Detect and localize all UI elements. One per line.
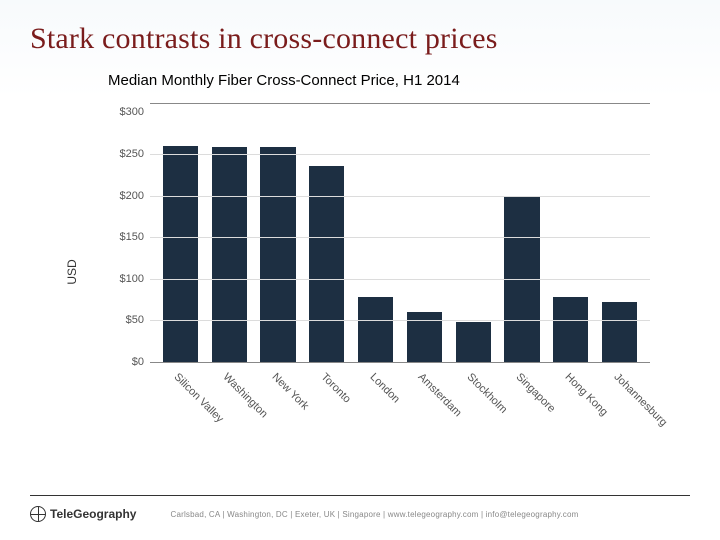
y-tick-label: $100 xyxy=(120,273,144,285)
x-label-slot: Amsterdam xyxy=(400,365,449,445)
x-label-slot: Toronto xyxy=(302,365,351,445)
bar-slot xyxy=(595,104,644,362)
footer-row: TeleGeography Carlsbad, CA | Washington,… xyxy=(30,506,690,522)
bar xyxy=(456,322,491,362)
x-label-slot: Stockholm xyxy=(449,365,498,445)
y-tick-label: $0 xyxy=(132,356,144,368)
x-label-slot: Washington xyxy=(205,365,254,445)
bars-group xyxy=(150,104,650,362)
page-title: Stark contrasts in cross-connect prices xyxy=(30,22,690,56)
gridline xyxy=(150,237,650,238)
bar-slot xyxy=(351,104,400,362)
bar xyxy=(163,146,198,362)
x-label-slot: Silicon Valley xyxy=(156,365,205,445)
y-tick-label: $300 xyxy=(120,106,144,118)
x-tick-label: London xyxy=(367,371,401,405)
footer-text: Carlsbad, CA | Washington, DC | Exeter, … xyxy=(170,510,578,519)
x-label-slot: Johannesburg xyxy=(595,365,644,445)
bar-slot xyxy=(449,104,498,362)
x-tick-label: Toronto xyxy=(318,371,352,405)
y-tick-label: $50 xyxy=(126,314,144,326)
gridline xyxy=(150,279,650,280)
bar xyxy=(602,302,637,362)
chart-container: USD $0$50$100$150$200$250$300 Silicon Va… xyxy=(108,97,668,447)
x-label-slot: New York xyxy=(254,365,303,445)
bar-slot xyxy=(400,104,449,362)
y-tick-label: $250 xyxy=(120,148,144,160)
bar-slot xyxy=(205,104,254,362)
x-tick-label: Johannesburg xyxy=(611,371,669,429)
gridline xyxy=(150,320,650,321)
globe-icon xyxy=(30,506,46,522)
y-tick-label: $200 xyxy=(120,190,144,202)
x-label-slot: Singapore xyxy=(498,365,547,445)
x-axis-labels: Silicon ValleyWashingtonNew York Toronto L… xyxy=(150,365,650,445)
bar xyxy=(260,147,295,362)
logo-text: TeleGeography xyxy=(50,507,136,521)
footer-divider xyxy=(30,495,690,496)
footer: TeleGeography Carlsbad, CA | Washington,… xyxy=(30,495,690,522)
bar-slot xyxy=(302,104,351,362)
bar-slot xyxy=(546,104,595,362)
gridline xyxy=(150,196,650,197)
logo: TeleGeography xyxy=(30,506,136,522)
gridline xyxy=(150,154,650,155)
bar xyxy=(358,297,393,362)
bar-slot xyxy=(156,104,205,362)
x-label-slot: London xyxy=(351,365,400,445)
slide: Stark contrasts in cross-connect prices … xyxy=(0,0,720,540)
y-axis-label: USD xyxy=(65,259,79,284)
plot-area: $0$50$100$150$200$250$300 xyxy=(150,103,650,363)
bar xyxy=(553,297,588,362)
chart-subtitle: Median Monthly Fiber Cross-Connect Price… xyxy=(108,72,690,89)
y-tick-label: $150 xyxy=(120,231,144,243)
bar-slot xyxy=(498,104,547,362)
x-label-slot: Hong Kong xyxy=(546,365,595,445)
bar xyxy=(212,147,247,362)
bar-slot xyxy=(254,104,303,362)
